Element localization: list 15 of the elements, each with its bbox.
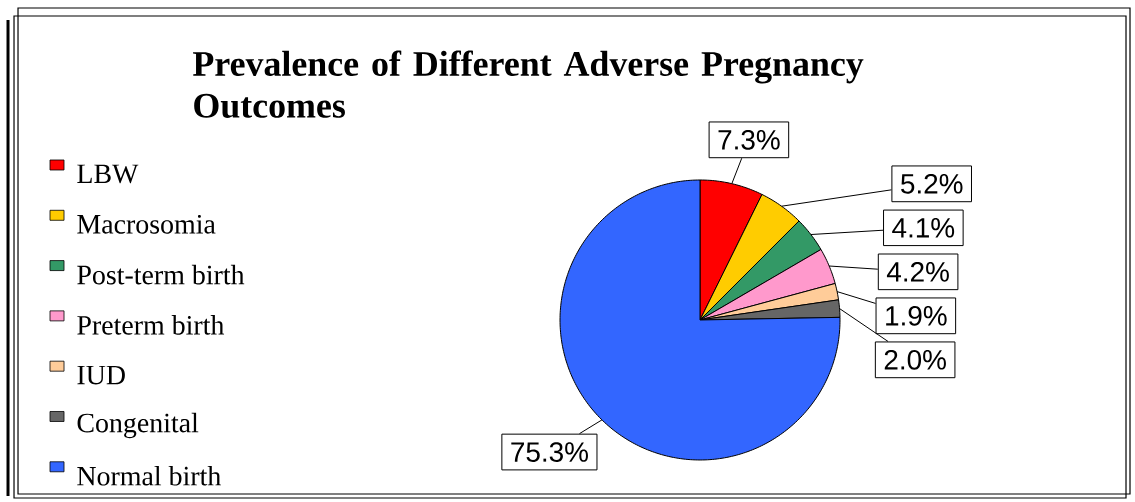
data-label: 4.1% — [892, 218, 955, 238]
data-label: 2.0% — [884, 349, 946, 370]
chart-title: Prevalence of Different Adverse Pregnancy Outcomes — [193, 50, 864, 118]
legend-label: Preterm birth — [77, 315, 225, 335]
data-label: 7.3% — [718, 129, 780, 150]
legend-label: Normal birth — [77, 465, 221, 486]
legend-label: Post-term birth — [77, 264, 245, 285]
legend-label: Congenital — [77, 412, 199, 439]
legend-label: IUD — [77, 365, 125, 385]
data-label: 5.2% — [901, 173, 963, 194]
legend-label: LBW — [77, 164, 139, 184]
legend-label: Macrosomia — [77, 214, 216, 234]
data-label: 4.2% — [886, 261, 949, 282]
data-label: 1.9% — [886, 305, 947, 326]
data-label: 75.3% — [511, 442, 588, 462]
